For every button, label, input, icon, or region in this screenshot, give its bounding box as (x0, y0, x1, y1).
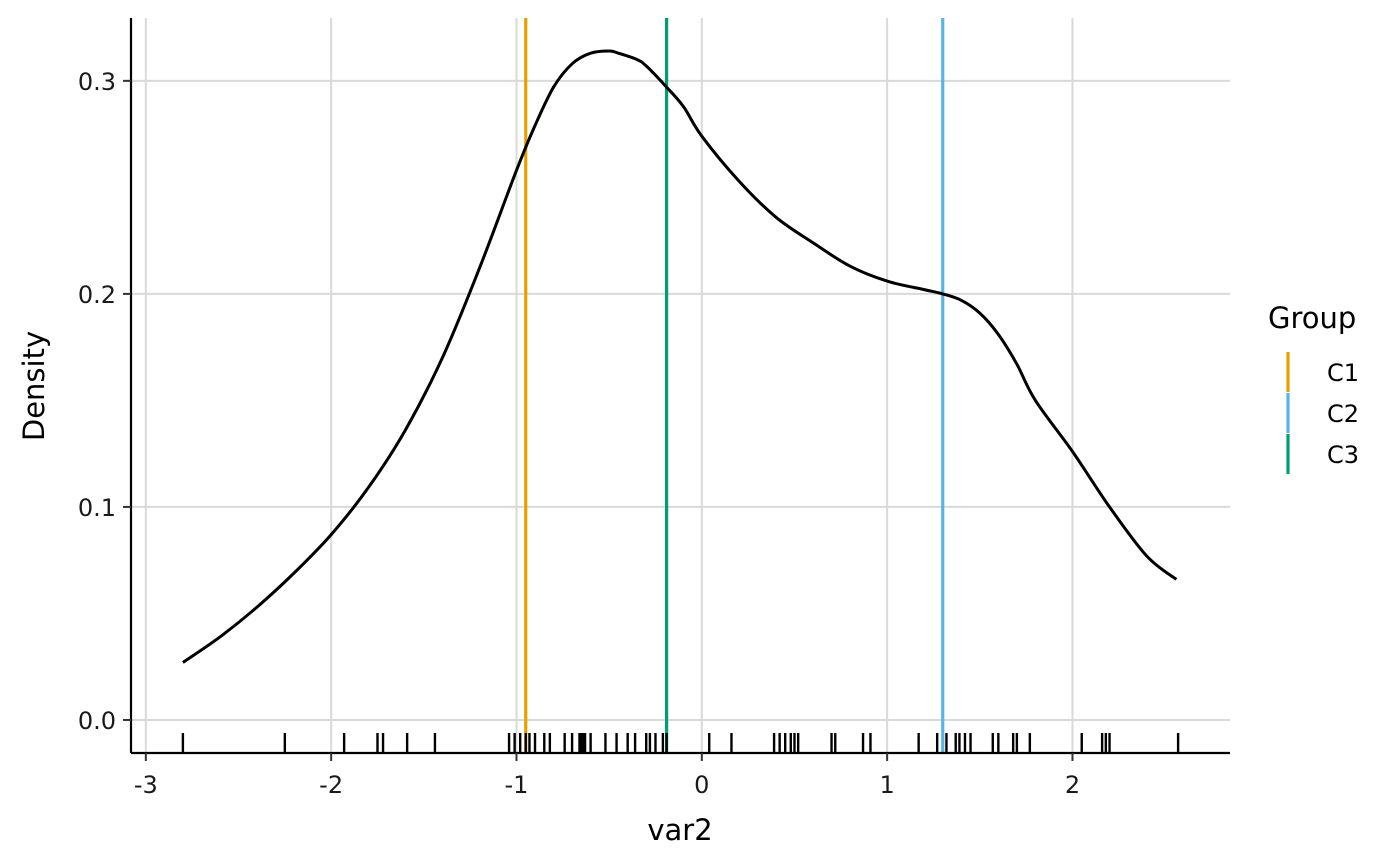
legend-label-c3: C3 (1327, 441, 1359, 469)
y-tick-label: 0.3 (78, 68, 116, 96)
y-tick-label: 0.0 (78, 707, 116, 735)
x-tick-label: 1 (880, 771, 895, 799)
legend-label-c2: C2 (1327, 400, 1359, 428)
y-axis-title: Density (17, 331, 51, 441)
y-tick-label: 0.2 (78, 281, 116, 309)
y-tick-label: 0.1 (78, 494, 116, 522)
rug-marks (181, 733, 1180, 753)
y-axis-ticks: 0.0 0.1 0.2 0.3 (78, 68, 131, 735)
x-tick-label: -1 (505, 771, 529, 799)
x-tick-label: -3 (134, 771, 158, 799)
grid-lines (131, 18, 1230, 753)
x-axis-ticks: -3 -2 -1 0 1 2 (134, 753, 1080, 799)
x-tick-label: 2 (1065, 771, 1080, 799)
legend-items: C1 C2 C3 (1286, 352, 1359, 474)
legend-label-c1: C1 (1327, 359, 1359, 387)
legend: Group C1 C2 C3 (1268, 301, 1359, 474)
x-tick-label: -2 (319, 771, 343, 799)
group-vertical-lines (524, 18, 945, 753)
legend-title: Group (1268, 301, 1356, 335)
density-curve (182, 49, 1178, 664)
x-tick-label: 0 (694, 771, 709, 799)
x-axis-title: var2 (647, 813, 712, 847)
